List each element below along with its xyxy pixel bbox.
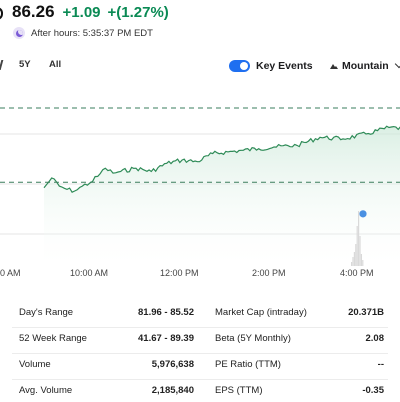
stats-row: Volume 5,976,638 PE Ratio (TTM) -- [0, 354, 400, 380]
volume-bar [352, 257, 354, 266]
x-tick-label: 2:00 PM [252, 268, 286, 278]
price-line [43, 125, 400, 193]
volume-bars [351, 211, 364, 266]
volume-bar [353, 252, 355, 266]
tab-5y[interactable]: 5Y [19, 59, 31, 70]
price-header: 86.26 +1.09 +(1.27%) [0, 2, 169, 26]
stat-label: Day's Range [19, 307, 74, 318]
x-tick-label: 10:00 AM [70, 268, 109, 278]
chart-type-selector[interactable]: Mountain [330, 58, 400, 74]
stat-label: EPS (TTM) [215, 385, 263, 396]
stat-label: 52 Week Range [19, 333, 87, 344]
key-events-label[interactable]: Key Events [256, 60, 313, 72]
stats-row: Day's Range 81.96 - 85.52 Market Cap (in… [0, 302, 400, 328]
chart-type-label: Mountain [342, 60, 389, 72]
chevron-down-icon [394, 59, 400, 69]
last-price-marker [359, 210, 367, 218]
volume-bar [359, 236, 361, 266]
volume-bar [356, 226, 358, 266]
volume-bar [351, 262, 353, 266]
stats-row: 52 Week Range 41.67 - 89.39 Beta (5Y Mon… [0, 328, 400, 354]
stat-label: Avg. Volume [19, 385, 73, 396]
volume-bar [355, 244, 357, 266]
current-price: 86.26 [12, 2, 55, 21]
key-events-toggle[interactable] [229, 60, 250, 72]
after-hours-label: After hours: 5:35:37 PM EDT [31, 27, 153, 39]
stat-value: 2,185,840 [151, 385, 194, 396]
stat-label: Beta (5Y Monthly) [215, 333, 291, 344]
stat-value: -0.35 [362, 385, 384, 396]
price-change-percent: +(1.27%) [107, 4, 169, 21]
volume-bar [358, 211, 360, 266]
x-tick-label: 4:00 PM [340, 268, 374, 278]
x-tick-label: 12:00 PM [160, 268, 199, 278]
truncated-glyph [0, 7, 3, 20]
price-chart[interactable] [0, 90, 400, 266]
x-tick-label: 0 AM [0, 268, 21, 278]
stat-label: Market Cap (intraday) [215, 307, 307, 318]
stats-row: Avg. Volume 2,185,840 EPS (TTM) -0.35 [0, 380, 400, 402]
key-events-control: Key Events [229, 58, 313, 74]
mountain-icon [330, 64, 338, 69]
truncated-tab-edge [0, 60, 4, 70]
stat-label: Volume [19, 359, 51, 370]
price-change: +1.09 [62, 4, 101, 21]
stat-value: 41.67 - 89.39 [138, 333, 194, 344]
after-hours-row: After hours: 5:35:37 PM EDT [13, 27, 153, 39]
stat-value: 20.371B [348, 307, 384, 318]
stat-value: 2.08 [365, 333, 385, 344]
price-area [44, 126, 400, 266]
stat-value: 5,976,638 [151, 359, 194, 370]
tab-all[interactable]: All [49, 59, 62, 70]
stat-value: -- [377, 359, 384, 370]
volume-bar [362, 260, 364, 266]
volume-bar [360, 254, 362, 266]
stat-label: PE Ratio (TTM) [215, 359, 281, 370]
moon-icon [13, 27, 25, 39]
stat-value: 81.96 - 85.52 [138, 307, 194, 318]
